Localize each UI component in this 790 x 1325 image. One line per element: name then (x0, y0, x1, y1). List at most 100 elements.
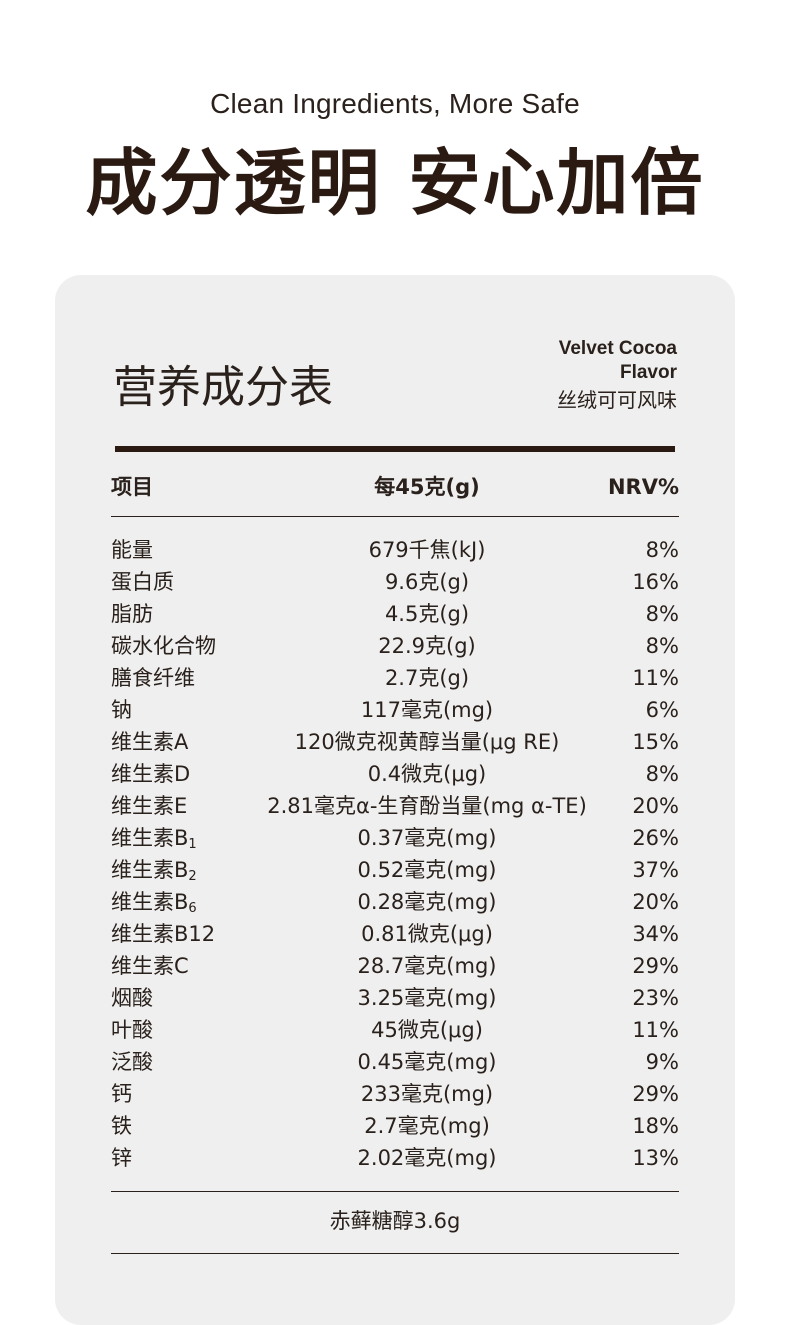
nutrient-nrv: 9% (645, 1050, 679, 1074)
nutrient-amount: 28.7毫克(mg) (357, 954, 497, 978)
nutrient-name: 能量 (111, 538, 153, 562)
table-header: 项目 每45克(g) NRV% (111, 471, 679, 503)
flavor-name-en-line1: Velvet Cocoa (558, 338, 677, 359)
nutrient-nrv: 23% (632, 986, 679, 1010)
nutrient-amount: 120微克视黄醇当量(μg RE) (294, 730, 560, 754)
nutrient-amount: 117毫克(mg) (360, 698, 494, 722)
nutrient-name: 烟酸 (111, 986, 153, 1010)
title-divider (115, 446, 675, 452)
header-nrv: NRV% (607, 475, 679, 499)
nutrient-amount: 0.4微克(μg) (367, 762, 487, 786)
footer-divider-bottom (111, 1253, 679, 1254)
nutrient-nrv: 6% (645, 698, 679, 722)
nutrient-amount: 0.45毫克(mg) (357, 1050, 497, 1074)
table-row: 泛酸 0.45毫克(mg) 9% (111, 1046, 679, 1078)
nutrient-name: 锌 (111, 1146, 132, 1170)
table-row: 叶酸 45微克(μg) 11% (111, 1014, 679, 1046)
nutrient-nrv: 29% (632, 1082, 679, 1106)
nutrient-name: 维生素A (111, 730, 189, 754)
nutrient-name: 钙 (111, 1082, 132, 1106)
nutrient-name: 叶酸 (111, 1018, 153, 1042)
nutrient-nrv: 13% (632, 1146, 679, 1170)
header-item: 项目 (111, 475, 153, 499)
header-divider (111, 516, 679, 517)
nutrient-nrv: 15% (632, 730, 679, 754)
nutrient-name: 钠 (111, 698, 132, 722)
table-row: 铁 2.7毫克(mg) 18% (111, 1110, 679, 1142)
nutrient-nrv: 11% (632, 666, 679, 690)
table-row: 烟酸 3.25毫克(mg) 23% (111, 982, 679, 1014)
nutrient-name: 铁 (111, 1114, 132, 1138)
nutrient-name: 维生素B1 (111, 826, 197, 852)
table-row: 维生素B6 0.28毫克(mg) 20% (111, 886, 679, 918)
nutrient-nrv: 16% (632, 570, 679, 594)
nutrient-amount: 0.52毫克(mg) (357, 858, 497, 882)
flavor-label: Velvet Cocoa Flavor 丝绒可可风味 (557, 337, 677, 415)
nutrient-subscript: 1 (188, 837, 197, 852)
table-row: 维生素B12 0.81微克(μg) 34% (111, 918, 679, 950)
table-row: 钙 233毫克(mg) 29% (111, 1078, 679, 1110)
nutrient-amount: 0.81微克(μg) (361, 922, 493, 946)
nutrient-amount: 2.7毫克(mg) (364, 1114, 490, 1138)
nutrient-name: 维生素D (111, 762, 191, 786)
nutrient-nrv: 8% (645, 538, 679, 562)
nutrient-amount: 0.37毫克(mg) (357, 826, 497, 850)
nutrient-name: 泛酸 (111, 1050, 153, 1074)
hero-title: 成分透明 安心加倍 (85, 141, 705, 225)
table-row: 维生素B2 0.52毫克(mg) 37% (111, 854, 679, 886)
table-row: 碳水化合物 22.9克(g) 8% (111, 630, 679, 662)
nutrient-nrv: 20% (632, 794, 679, 818)
flavor-name-cn: 丝绒可可风味 (557, 388, 677, 412)
nutrient-nrv: 8% (645, 634, 679, 658)
nutrient-name: 维生素C (111, 954, 189, 978)
nutrition-table-title: 营养成分表 (113, 362, 333, 413)
nutrient-amount: 9.6克(g) (384, 570, 470, 594)
nutrient-name: 碳水化合物 (111, 634, 216, 658)
footer-note: 赤藓糖醇3.6g (329, 1209, 461, 1233)
flavor-name-en-line2: Flavor (619, 362, 677, 383)
nutrient-name: 脂肪 (111, 602, 153, 626)
nutrient-name: 维生素B12 (111, 922, 216, 946)
hero-subtitle: Clean Ingredients, More Safe (210, 88, 580, 119)
table-row: 维生素C 28.7毫克(mg) 29% (111, 950, 679, 982)
footer-divider-top (111, 1191, 679, 1192)
nutrient-amount: 2.02毫克(mg) (357, 1146, 497, 1170)
nutrient-nrv: 20% (632, 890, 679, 914)
nutrient-nrv: 34% (632, 922, 679, 946)
nutrient-amount: 2.81毫克α-生育酚当量(mg α-TE) (267, 794, 587, 818)
nutrient-name: 膳食纤维 (111, 666, 195, 690)
table-row: 能量 679千焦(kJ) 8% (111, 534, 679, 566)
nutrition-card: 营养成分表 Velvet Cocoa Flavor 丝绒可可风味 项目 每45克… (55, 275, 735, 1325)
nutrient-subscript: 2 (188, 869, 197, 884)
table-row: 维生素A 120微克视黄醇当量(μg RE) 15% (111, 726, 679, 758)
nutrient-amount: 2.7克(g) (384, 666, 470, 690)
nutrient-nrv: 11% (632, 1018, 679, 1042)
table-row: 维生素D 0.4微克(μg) 8% (111, 758, 679, 790)
nutrient-nrv: 8% (645, 762, 679, 786)
table-row: 维生素B1 0.37毫克(mg) 26% (111, 822, 679, 854)
nutrient-amount: 22.9克(g) (378, 634, 476, 658)
nutrient-nrv: 26% (632, 826, 679, 850)
nutrient-amount: 233毫克(mg) (360, 1082, 494, 1106)
nutrient-name: 维生素E (111, 794, 188, 818)
table-row: 锌 2.02毫克(mg) 13% (111, 1142, 679, 1174)
nutrient-amount: 679千焦(kJ) (368, 538, 486, 562)
table-row: 蛋白质 9.6克(g) 16% (111, 566, 679, 598)
table-row: 脂肪 4.5克(g) 8% (111, 598, 679, 630)
nutrient-nrv: 8% (645, 602, 679, 626)
nutrient-name: 蛋白质 (111, 570, 174, 594)
nutrient-amount: 3.25毫克(mg) (357, 986, 497, 1010)
nutrient-amount: 4.5克(g) (384, 602, 470, 626)
header-per-serving: 每45克(g) (374, 475, 480, 499)
table-row: 维生素E 2.81毫克α-生育酚当量(mg α-TE) 20% (111, 790, 679, 822)
nutrient-name: 维生素B6 (111, 890, 197, 916)
nutrient-subscript: 6 (188, 901, 197, 916)
nutrient-name: 维生素B2 (111, 858, 197, 884)
table-row: 钠 117毫克(mg) 6% (111, 694, 679, 726)
nutrient-nrv: 37% (632, 858, 679, 882)
nutrient-nrv: 18% (632, 1114, 679, 1138)
nutrient-rows: 能量 679千焦(kJ) 8% 蛋白质 9.6克(g) 16% 脂肪 4.5克(g) 8% 碳水化… (111, 534, 679, 1174)
nutrient-nrv: 29% (632, 954, 679, 978)
table-row: 膳食纤维 2.7克(g) 11% (111, 662, 679, 694)
nutrient-amount: 0.28毫克(mg) (357, 890, 497, 914)
